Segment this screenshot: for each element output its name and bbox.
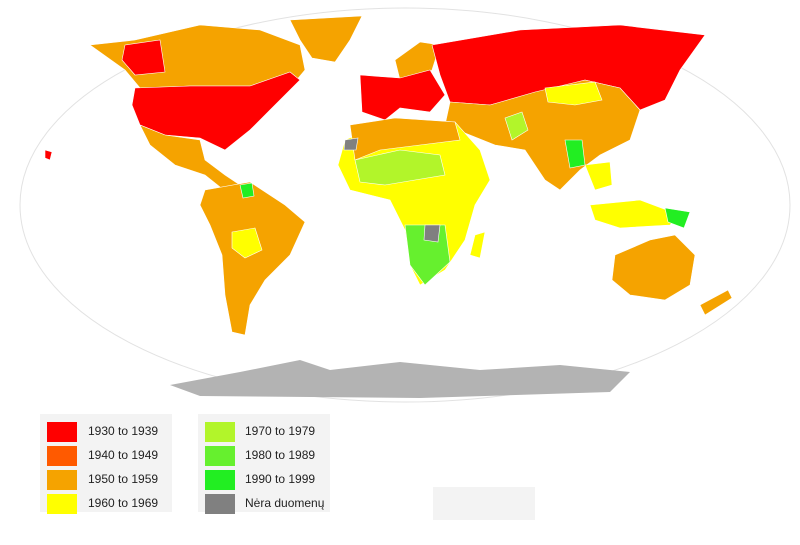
legend-swatch [205, 494, 235, 514]
legend-swatch [47, 446, 77, 466]
world-map [19, 7, 791, 403]
legend-label: 1930 to 1939 [88, 424, 158, 438]
legend-swatch [47, 494, 77, 514]
greenland [289, 15, 363, 63]
guyana [239, 182, 255, 199]
europe [359, 69, 446, 121]
hawaii [44, 149, 53, 161]
mongolia [544, 81, 603, 106]
antarctica [170, 360, 630, 398]
legend-swatch [205, 446, 235, 466]
legend-label: 1980 to 1989 [245, 448, 315, 462]
north-africa [349, 117, 461, 161]
alaska [121, 39, 166, 76]
legend-label: 1960 to 1969 [88, 496, 158, 510]
legend-label: Nėra duomenų [245, 496, 325, 510]
afghanistan [504, 111, 529, 141]
legend-label: 1940 to 1949 [88, 448, 158, 462]
blank-panel [433, 487, 535, 520]
legend-label: 1950 to 1959 [88, 472, 158, 486]
no-data-sahara [343, 137, 359, 151]
png [664, 207, 691, 229]
legend-label: 1990 to 1999 [245, 472, 315, 486]
indonesia [589, 199, 681, 229]
sahel [354, 149, 446, 186]
legend-swatch [47, 422, 77, 442]
legend-label: 1970 to 1979 [245, 424, 315, 438]
no-data-africa [423, 224, 441, 243]
legend-swatch [205, 470, 235, 490]
madagascar [469, 231, 486, 259]
bolivia [231, 227, 263, 259]
australia [611, 234, 696, 301]
legend: 1930 to 1939 1940 to 1949 1950 to 1959 1960… [47, 422, 325, 514]
new-zealand [699, 289, 733, 316]
legend-swatch [205, 422, 235, 442]
south-america [199, 181, 306, 336]
indochina [584, 161, 613, 191]
legend-swatch [47, 470, 77, 490]
